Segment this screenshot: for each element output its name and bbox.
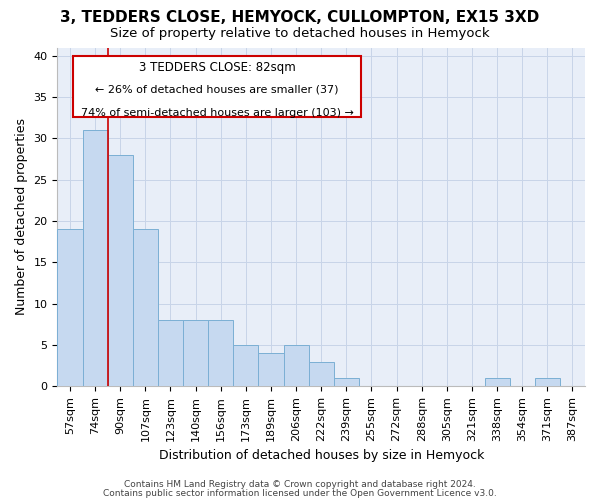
Text: Size of property relative to detached houses in Hemyock: Size of property relative to detached ho…	[110, 28, 490, 40]
Bar	[284, 345, 308, 387]
Text: ← 26% of detached houses are smaller (37): ← 26% of detached houses are smaller (37…	[95, 85, 339, 95]
Bar	[485, 378, 509, 386]
Text: Contains public sector information licensed under the Open Government Licence v3: Contains public sector information licen…	[103, 488, 497, 498]
FancyBboxPatch shape	[73, 56, 361, 117]
Bar	[334, 378, 359, 386]
Bar	[133, 230, 158, 386]
Bar	[208, 320, 233, 386]
Bar	[158, 320, 183, 386]
Bar	[233, 345, 259, 387]
Bar	[83, 130, 107, 386]
Y-axis label: Number of detached properties: Number of detached properties	[15, 118, 28, 316]
Bar	[58, 230, 83, 386]
Text: 3 TEDDERS CLOSE: 82sqm: 3 TEDDERS CLOSE: 82sqm	[139, 61, 295, 74]
Bar	[308, 362, 334, 386]
Text: Contains HM Land Registry data © Crown copyright and database right 2024.: Contains HM Land Registry data © Crown c…	[124, 480, 476, 489]
Text: 74% of semi-detached houses are larger (103) →: 74% of semi-detached houses are larger (…	[80, 108, 353, 118]
Bar	[107, 155, 133, 386]
Bar	[183, 320, 208, 386]
X-axis label: Distribution of detached houses by size in Hemyock: Distribution of detached houses by size …	[158, 450, 484, 462]
Text: 3, TEDDERS CLOSE, HEMYOCK, CULLOMPTON, EX15 3XD: 3, TEDDERS CLOSE, HEMYOCK, CULLOMPTON, E…	[61, 10, 539, 25]
Bar	[259, 354, 284, 386]
Bar	[535, 378, 560, 386]
